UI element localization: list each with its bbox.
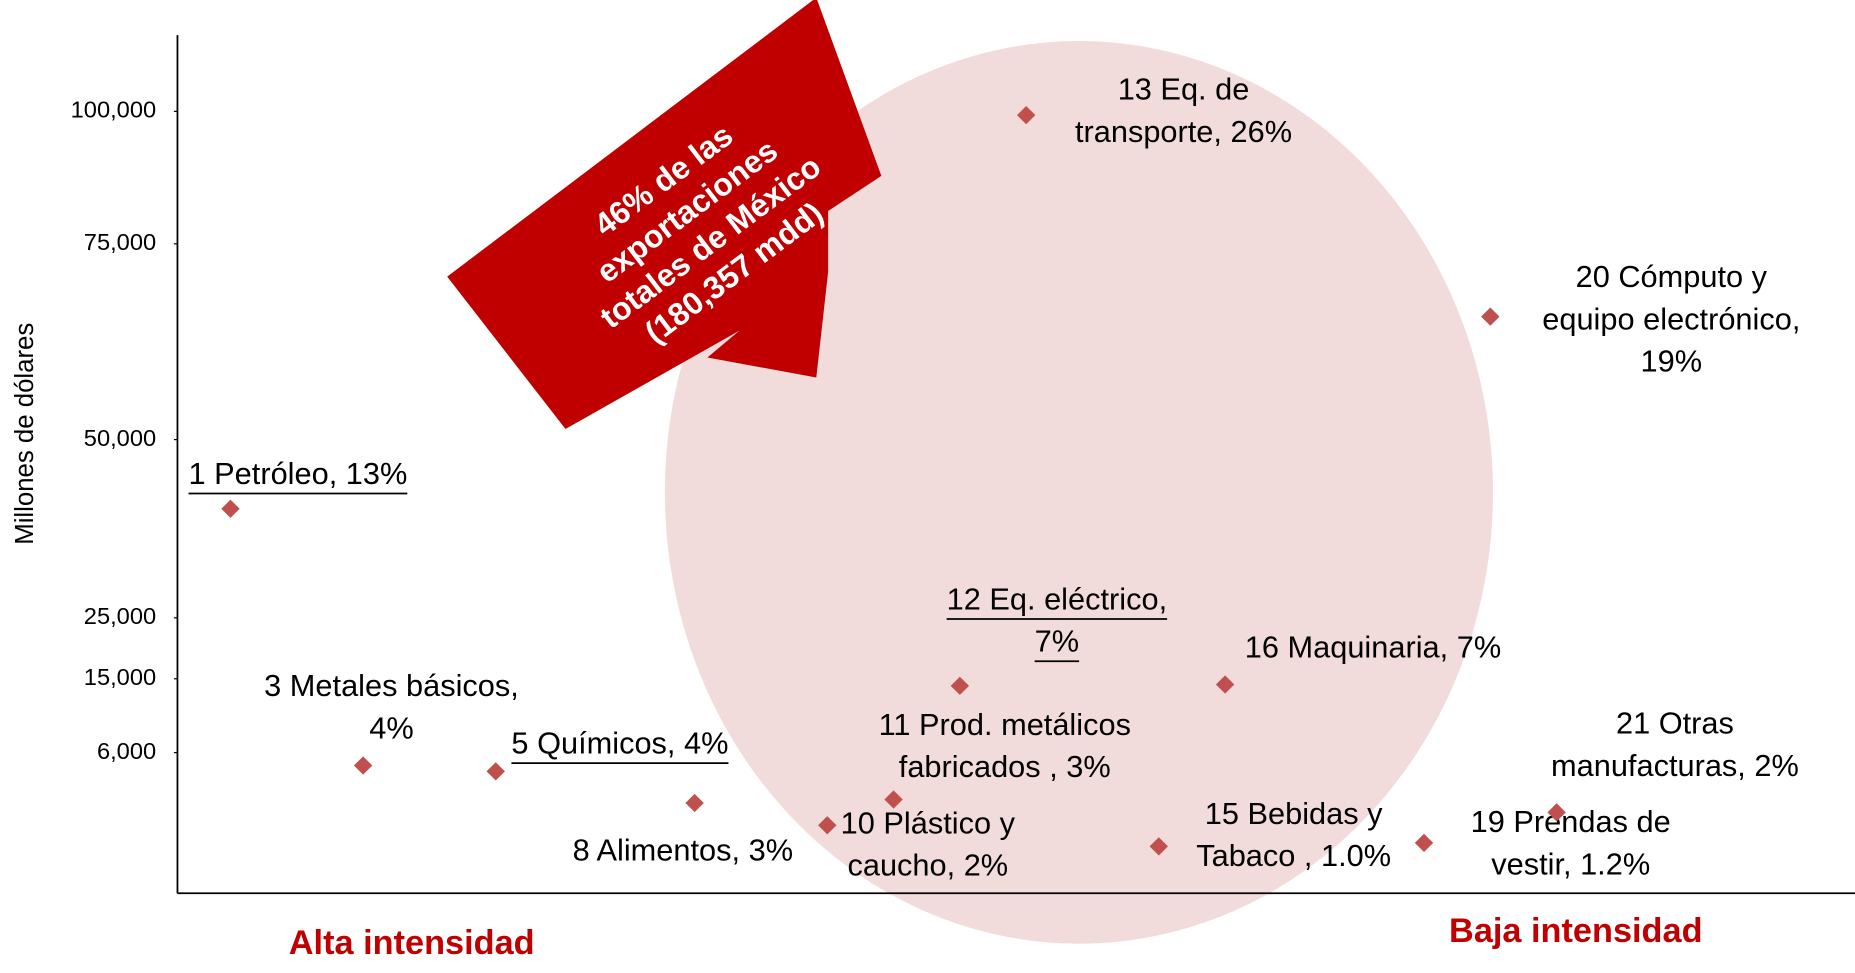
y-tick-label: 25,000 bbox=[84, 603, 156, 629]
y-tick-label: 75,000 bbox=[84, 229, 156, 255]
point bbox=[353, 756, 373, 775]
point bbox=[884, 790, 903, 809]
right-label: Baja intensidad bbox=[1449, 912, 1702, 950]
point-label: 21 Otras bbox=[1616, 707, 1734, 741]
point bbox=[1215, 675, 1235, 694]
point bbox=[818, 816, 837, 835]
point bbox=[1149, 837, 1168, 856]
point-label: Tabaco , 1.0% bbox=[1196, 839, 1391, 873]
point-label: 19 Prendas de bbox=[1471, 805, 1671, 839]
point-label: 13 Eq. de bbox=[1118, 73, 1250, 107]
y-tick-label: 15,000 bbox=[84, 664, 156, 690]
point bbox=[950, 676, 970, 695]
point-label: 20 Cómputo y bbox=[1576, 260, 1768, 294]
point-label: vestir, 1.2% bbox=[1491, 848, 1650, 882]
y-axis-title: Millones de dólares bbox=[11, 323, 39, 545]
annotation: 46% de lasexportacionestotales de México… bbox=[447, 0, 882, 430]
y-tick-label: 50,000 bbox=[84, 425, 156, 451]
point-label: 1 Petróleo, 13% bbox=[189, 457, 408, 491]
point-label: fabricados , 3% bbox=[899, 750, 1111, 784]
point-label: caucho, 2% bbox=[847, 849, 1008, 883]
point bbox=[486, 762, 505, 781]
point-label: 4% bbox=[369, 712, 413, 746]
point-label: 5 Químicos, 4% bbox=[511, 727, 728, 761]
point-label: 7% bbox=[1035, 625, 1079, 659]
point-label: 15 Bebidas y bbox=[1205, 797, 1383, 831]
point-label: 3 Metales básicos, bbox=[264, 669, 519, 703]
point-label: 10 Plástico y bbox=[841, 806, 1016, 840]
point-label: manufacturas, 2% bbox=[1551, 749, 1799, 783]
point bbox=[1481, 307, 1500, 326]
y-tick-label: 100,000 bbox=[71, 97, 157, 123]
point-label: equipo electrónico, bbox=[1542, 303, 1800, 337]
point-label: 8 Alimentos, 3% bbox=[573, 833, 793, 867]
highlight-ellipse bbox=[664, 41, 1493, 944]
y-tick-label: 6,000 bbox=[97, 738, 156, 764]
point-label: 16 Maquinaria, 7% bbox=[1245, 631, 1501, 665]
point bbox=[685, 793, 704, 813]
point-label: 19% bbox=[1641, 345, 1703, 379]
left-label: Alta intensidad bbox=[289, 924, 535, 962]
point-label: 12 Eq. eléctrico, bbox=[947, 583, 1167, 617]
annotation-arrow bbox=[447, 0, 882, 430]
point bbox=[1414, 833, 1434, 852]
point-label: 11 Prod. metálicos bbox=[879, 708, 1131, 742]
point-label: transporte, 26% bbox=[1075, 115, 1292, 149]
point bbox=[221, 499, 240, 518]
